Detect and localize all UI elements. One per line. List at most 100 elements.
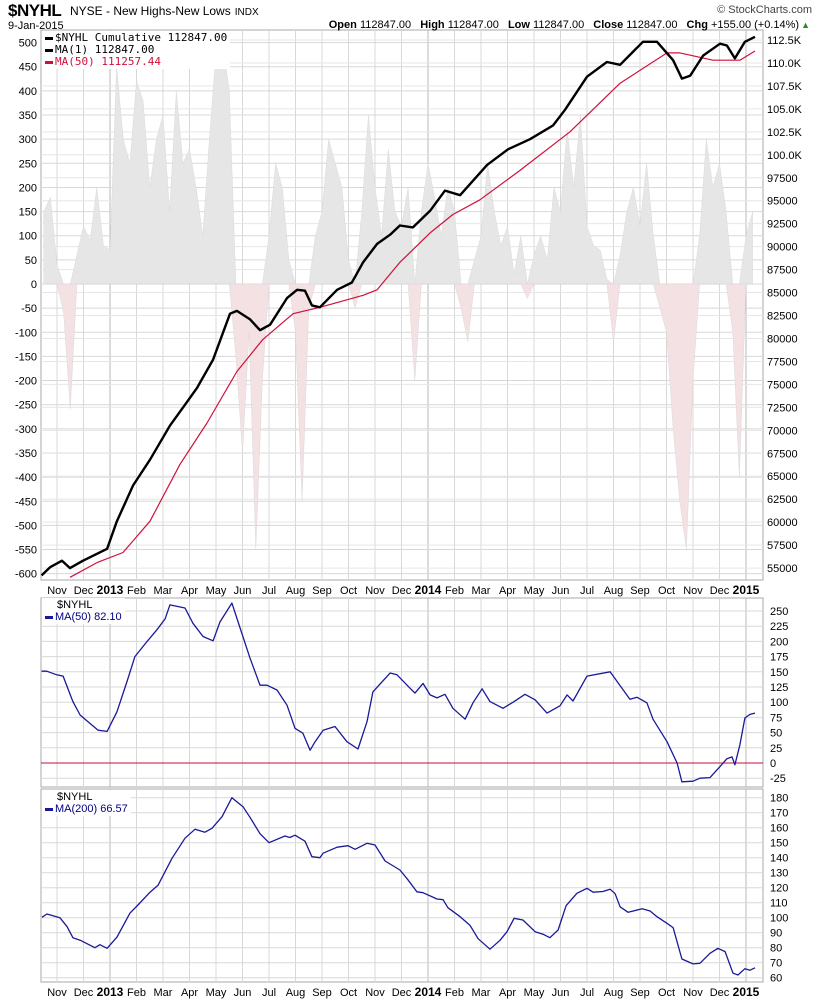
legend-panel-1: $NYHL Cumulative 112847.00 MA(1) 112847.… xyxy=(42,31,231,69)
month-tick-label: Nov xyxy=(47,585,67,597)
month-tick-label: 2014 xyxy=(415,583,442,597)
right-axis-tick-label: 87500 xyxy=(767,265,798,277)
cumulative-line xyxy=(40,35,756,577)
month-tick-label: Dec xyxy=(710,987,730,999)
month-tick-label: Nov xyxy=(365,987,385,999)
right-axis-tick-label: 175 xyxy=(770,652,788,664)
right-axis-tick-label: 72500 xyxy=(767,402,798,414)
right-axis-tick-label: 62500 xyxy=(767,494,798,506)
month-tick-label: Apr xyxy=(499,585,516,597)
month-tick-label: Nov xyxy=(683,585,703,597)
right-axis-tick-label: 110.0K xyxy=(767,58,802,70)
right-axis-tick-label: 67500 xyxy=(767,448,798,460)
left-axis-tick-label: 450 xyxy=(19,62,37,74)
left-axis-tick-label: -100 xyxy=(15,327,37,339)
left-axis-tick-label: -550 xyxy=(15,545,37,557)
right-axis-tick-label: 100 xyxy=(770,697,788,709)
chg-label: Chg xyxy=(686,19,708,31)
month-tick-label: 2015 xyxy=(733,583,760,597)
ma200-line xyxy=(41,797,756,976)
right-axis-tick-label: 110 xyxy=(770,898,788,910)
month-tick-label: May xyxy=(524,585,545,597)
exchange-label: INDX xyxy=(234,7,259,18)
legend-title: $NYHL xyxy=(57,791,93,803)
low-value: 112847.00 xyxy=(533,19,585,31)
triangle-up-icon: ▲ xyxy=(801,20,810,30)
month-tick-label: Dec xyxy=(74,585,94,597)
month-tick-label: Nov xyxy=(683,987,703,999)
legend-swatch-red xyxy=(45,60,53,64)
month-tick-label: 2014 xyxy=(415,985,442,999)
month-tick-label: Feb xyxy=(127,987,146,999)
left-axis-tick-label: 300 xyxy=(19,134,37,146)
right-axis-tick-label: 150 xyxy=(770,667,788,679)
month-tick-label: Jul xyxy=(580,585,594,597)
ma50-line xyxy=(69,50,756,578)
legend-ma200-text: MA(200) 66.57 xyxy=(55,803,128,815)
right-axis-tick-label: 250 xyxy=(770,606,788,618)
month-tick-label: Jul xyxy=(262,987,276,999)
right-axis-tick-label: 200 xyxy=(770,636,788,648)
right-axis-tick-label: 60000 xyxy=(767,517,798,529)
chg-value: +155.00 (+0.14%) xyxy=(711,19,800,31)
month-tick-label: Dec xyxy=(392,585,412,597)
month-tick-label: Dec xyxy=(74,987,94,999)
right-axis-tick-label: 112.5K xyxy=(767,35,802,47)
close-value: 112847.00 xyxy=(626,19,678,31)
legend-title: $NYHL xyxy=(57,599,93,611)
right-axis-tick-label: 90000 xyxy=(767,242,798,254)
month-tick-label: Dec xyxy=(392,987,412,999)
left-axis-tick-label: -200 xyxy=(15,376,37,388)
right-axis-tick-label: 50 xyxy=(770,728,782,740)
legend-ma50: MA(50) 82.10 xyxy=(45,611,122,623)
left-axis-tick-label: 200 xyxy=(19,182,37,194)
month-tick-label: 2013 xyxy=(97,985,124,999)
month-tick-label: Sep xyxy=(312,585,332,597)
month-tick-label: Feb xyxy=(445,987,464,999)
month-tick-label: Jun xyxy=(552,987,570,999)
month-tick-label: Oct xyxy=(340,585,357,597)
left-axis-tick-label: -250 xyxy=(15,400,37,412)
month-tick-label: May xyxy=(206,585,227,597)
month-tick-label: Apr xyxy=(181,585,198,597)
high-value: 112847.00 xyxy=(447,19,499,31)
month-tick-label: 2015 xyxy=(733,985,760,999)
left-axis-tick-label: -300 xyxy=(15,424,37,436)
right-axis-tick-label: 70 xyxy=(770,958,782,970)
right-axis-tick-label: 100 xyxy=(770,913,788,925)
left-axis-tick-label: -500 xyxy=(15,520,37,532)
histogram-negative-area xyxy=(43,283,753,550)
right-axis-tick-label: 75000 xyxy=(767,379,798,391)
left-axis-tick-label: -450 xyxy=(15,496,37,508)
legend-ma50: MA(50) 111257.44 xyxy=(45,56,227,68)
right-axis-tick-label: 105.0K xyxy=(767,104,803,116)
month-tick-label: Jul xyxy=(580,987,594,999)
right-axis-tick-label: 100.0K xyxy=(767,150,803,162)
description-text: NYSE - New Highs-New Lows xyxy=(70,4,231,18)
symbol-description: NYSE - New Highs-New Lows INDX xyxy=(70,4,259,18)
month-tick-label: Aug xyxy=(604,987,624,999)
stockcharts-logo[interactable]: © StockCharts.com xyxy=(717,4,812,16)
right-axis-tick-label: 0 xyxy=(770,758,776,770)
month-tick-label: Nov xyxy=(365,585,385,597)
month-tick-label: Oct xyxy=(658,987,675,999)
right-axis-tick-label: 60 xyxy=(770,973,782,985)
right-axis-tick-label: 70000 xyxy=(767,425,798,437)
month-tick-label: Sep xyxy=(630,987,650,999)
legend-swatch-black xyxy=(45,36,53,40)
right-axis-tick-label: 85000 xyxy=(767,288,798,300)
month-tick-label: Mar xyxy=(472,585,491,597)
right-axis-tick-label: 107.5K xyxy=(767,81,803,93)
month-tick-label: Sep xyxy=(312,987,332,999)
right-axis-tick-label: 130 xyxy=(770,868,788,880)
right-axis-tick-label: 55000 xyxy=(767,563,798,575)
month-tick-label: Oct xyxy=(340,987,357,999)
legend-cumulative-text: $NYHL Cumulative 112847.00 xyxy=(55,31,228,44)
ma50-line xyxy=(41,602,756,783)
legend-ma200: MA(200) 66.57 xyxy=(45,803,128,815)
legend-ma50-text: MA(50) 82.10 xyxy=(55,611,122,623)
legend-panel-2: $NYHL MA(50) 82.10 xyxy=(42,598,125,624)
month-tick-label: Oct xyxy=(658,585,675,597)
right-axis-tick-label: 77500 xyxy=(767,356,798,368)
